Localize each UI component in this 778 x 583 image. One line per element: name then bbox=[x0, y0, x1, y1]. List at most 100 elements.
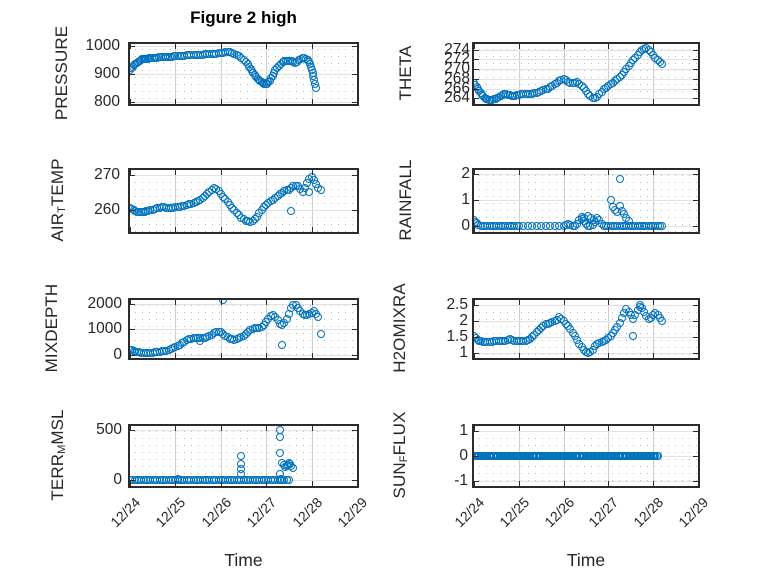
gridline-vertical bbox=[563, 44, 565, 104]
data-point bbox=[615, 174, 624, 183]
ytick-mark bbox=[693, 88, 698, 90]
axes-box bbox=[472, 168, 700, 234]
gridline-vertical bbox=[518, 44, 520, 104]
gridline-vertical bbox=[220, 170, 222, 232]
gridline-horizontal bbox=[474, 173, 698, 175]
xtick-mark bbox=[357, 481, 358, 486]
xtick-mark bbox=[608, 426, 610, 431]
ytick-mark bbox=[474, 305, 479, 307]
panel-terr-msl bbox=[128, 424, 359, 488]
ytick-mark bbox=[693, 337, 698, 339]
ytick-mark bbox=[352, 45, 357, 47]
ylabel-text: TERR bbox=[48, 453, 67, 501]
xtick-mark bbox=[357, 426, 358, 431]
xtick-mark bbox=[220, 99, 222, 104]
xtick-mark bbox=[266, 99, 268, 104]
xtick-mark bbox=[563, 300, 565, 305]
figure-title: Figure 2 high bbox=[190, 8, 297, 27]
ylabel-rainfall: RAINFALL bbox=[396, 159, 415, 241]
xtick-label: 12/28 bbox=[288, 494, 325, 531]
ytick-label: -1 bbox=[454, 472, 468, 489]
ytick-label: 2 bbox=[461, 164, 470, 182]
gridline-vertical bbox=[608, 44, 610, 104]
xtick-mark bbox=[563, 170, 565, 175]
xtick-mark bbox=[608, 300, 610, 305]
data-point bbox=[275, 449, 284, 458]
ytick-label: 1 bbox=[461, 191, 470, 209]
panel-theta bbox=[472, 42, 700, 106]
ytick-mark bbox=[693, 431, 698, 432]
xtick-mark bbox=[698, 426, 699, 431]
xtick-mark bbox=[563, 99, 565, 104]
ytick-label: 2.5 bbox=[446, 296, 468, 314]
xtick-mark bbox=[563, 481, 565, 486]
data-point bbox=[629, 331, 638, 340]
xtick-mark bbox=[130, 426, 131, 431]
xtick-mark bbox=[563, 44, 565, 49]
xtick-mark bbox=[130, 227, 131, 232]
ytick-mark bbox=[474, 69, 479, 71]
data-point bbox=[658, 59, 667, 68]
ytick-label: 900 bbox=[94, 65, 120, 82]
xtick-mark bbox=[311, 99, 313, 104]
ytick-label: 1000 bbox=[85, 36, 120, 54]
ytick-mark bbox=[352, 102, 357, 104]
xtick-mark bbox=[357, 300, 358, 305]
xtick-mark bbox=[357, 227, 358, 232]
xtick-mark bbox=[266, 44, 268, 49]
ytick-label: 800 bbox=[94, 93, 120, 111]
xtick-mark bbox=[698, 481, 699, 486]
gridline-vertical bbox=[311, 426, 313, 486]
xtick-mark bbox=[608, 170, 610, 175]
xtick-mark bbox=[357, 170, 358, 175]
xtick-label: 12/26 bbox=[540, 494, 577, 531]
data-point bbox=[237, 460, 246, 469]
xtick-mark bbox=[266, 426, 268, 431]
ytick-label: 0 bbox=[113, 471, 122, 489]
ytick-label: 1 bbox=[459, 422, 468, 439]
axes-box bbox=[128, 42, 359, 106]
xtick-mark bbox=[266, 353, 268, 358]
xtick-mark bbox=[130, 170, 131, 175]
xtick-mark bbox=[474, 300, 475, 305]
gridline-horizontal bbox=[474, 59, 698, 61]
gridline-vertical bbox=[608, 300, 610, 358]
data-point bbox=[275, 433, 284, 442]
xtick-mark bbox=[698, 353, 699, 358]
xtick-mark bbox=[266, 170, 268, 175]
ytick-mark bbox=[693, 305, 698, 307]
data-point bbox=[276, 475, 285, 484]
ytick-mark bbox=[474, 200, 479, 202]
plot-area bbox=[474, 300, 698, 358]
gridline-vertical bbox=[175, 300, 177, 358]
gridline-vertical bbox=[311, 300, 313, 358]
ytick-mark bbox=[693, 481, 698, 482]
panel-sun-flux bbox=[472, 424, 700, 488]
axes-box bbox=[472, 298, 700, 360]
ytick-label: 500 bbox=[96, 421, 122, 439]
ytick-mark bbox=[474, 481, 479, 482]
ytick-label: 1000 bbox=[87, 320, 122, 338]
ytick-mark bbox=[474, 88, 479, 90]
ytick-label: 264 bbox=[444, 89, 470, 107]
data-point bbox=[237, 451, 246, 460]
ytick-mark bbox=[130, 329, 135, 331]
xtick-mark bbox=[175, 44, 177, 49]
ytick-label: 0 bbox=[461, 217, 470, 235]
xtick-mark bbox=[698, 44, 699, 49]
ytick-mark bbox=[352, 74, 357, 75]
ytick-mark bbox=[693, 98, 698, 100]
data-point bbox=[590, 215, 599, 224]
xtick-mark bbox=[698, 99, 699, 104]
plot-area bbox=[474, 170, 698, 232]
gridline-horizontal bbox=[474, 200, 698, 202]
ytick-mark bbox=[693, 321, 698, 323]
ytick-label: 2000 bbox=[87, 294, 122, 312]
plot-area bbox=[130, 170, 357, 232]
xtick-mark bbox=[175, 426, 177, 431]
ytick-label: 0 bbox=[113, 345, 122, 363]
panel-h2omixra bbox=[472, 298, 700, 360]
xtick-mark bbox=[175, 353, 177, 358]
ytick-mark bbox=[130, 303, 135, 305]
ytick-mark bbox=[474, 78, 479, 80]
